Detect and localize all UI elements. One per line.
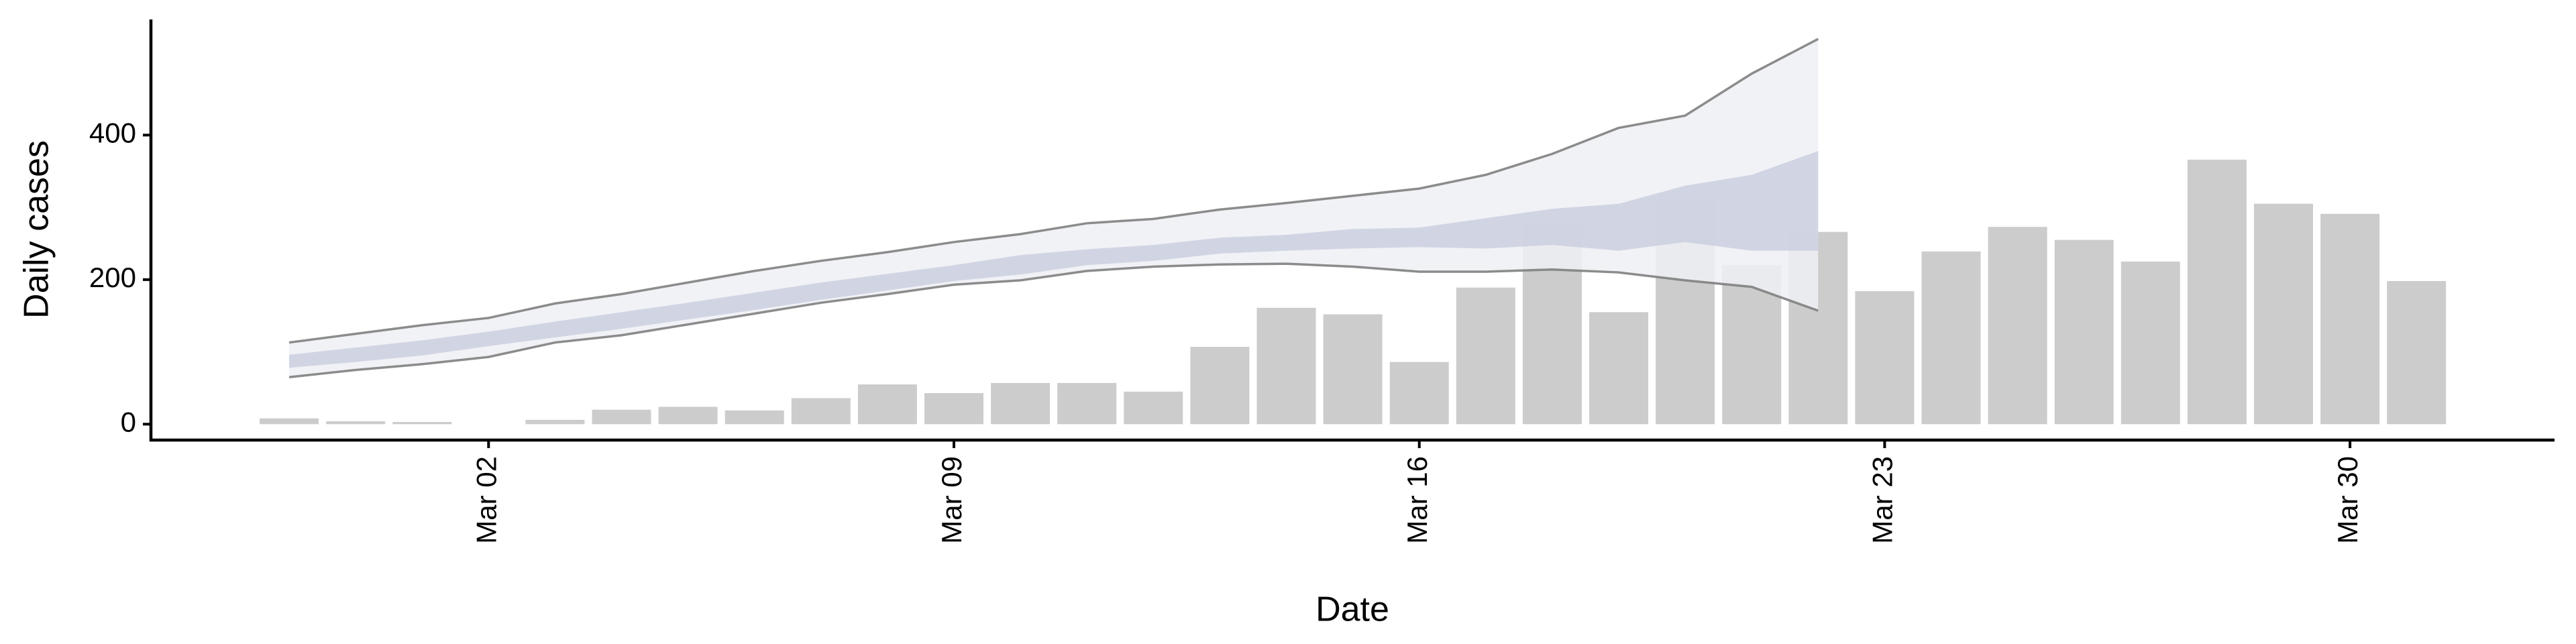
band-line bbox=[288, 262, 1819, 379]
bar bbox=[392, 422, 452, 425]
bar bbox=[525, 419, 585, 425]
y-axis-title: Daily cases bbox=[17, 140, 56, 319]
bar bbox=[924, 392, 983, 425]
outer-band bbox=[289, 39, 1819, 378]
bar bbox=[791, 398, 851, 425]
bar bbox=[2387, 280, 2447, 425]
bar bbox=[1323, 314, 1383, 425]
bar bbox=[857, 384, 917, 425]
bar bbox=[658, 407, 718, 425]
bar bbox=[724, 410, 784, 425]
bar bbox=[326, 421, 386, 425]
bar bbox=[2187, 160, 2247, 425]
bar bbox=[1589, 312, 1648, 425]
x-tick-label: Mar 30 bbox=[2332, 456, 2363, 544]
x-tick-label: Mar 09 bbox=[936, 456, 967, 544]
bar bbox=[1124, 391, 1183, 425]
band-line bbox=[288, 38, 1819, 344]
bar bbox=[2320, 213, 2380, 425]
y-tick-label: 400 bbox=[89, 117, 136, 148]
bar bbox=[1389, 362, 1449, 425]
bar bbox=[1456, 287, 1515, 425]
bar bbox=[1988, 227, 2047, 425]
bar bbox=[2054, 239, 2114, 425]
bar bbox=[592, 409, 651, 425]
inner-band bbox=[289, 151, 1819, 368]
y-tick-label: 200 bbox=[89, 262, 136, 293]
x-tick-label: Mar 02 bbox=[470, 456, 502, 544]
x-axis-title: Date bbox=[1316, 590, 1389, 629]
bar bbox=[1256, 307, 1316, 425]
bar bbox=[260, 418, 319, 425]
bar bbox=[1057, 382, 1117, 425]
bar bbox=[1190, 347, 1250, 425]
bar bbox=[1855, 291, 1915, 425]
bar bbox=[991, 382, 1051, 425]
bar bbox=[2254, 203, 2313, 425]
bar bbox=[1921, 251, 1981, 425]
x-tick-label: Mar 23 bbox=[1866, 456, 1898, 544]
y-tick-label: 0 bbox=[121, 406, 136, 437]
x-tick-label: Mar 16 bbox=[1401, 456, 1433, 544]
bar bbox=[2121, 261, 2180, 425]
